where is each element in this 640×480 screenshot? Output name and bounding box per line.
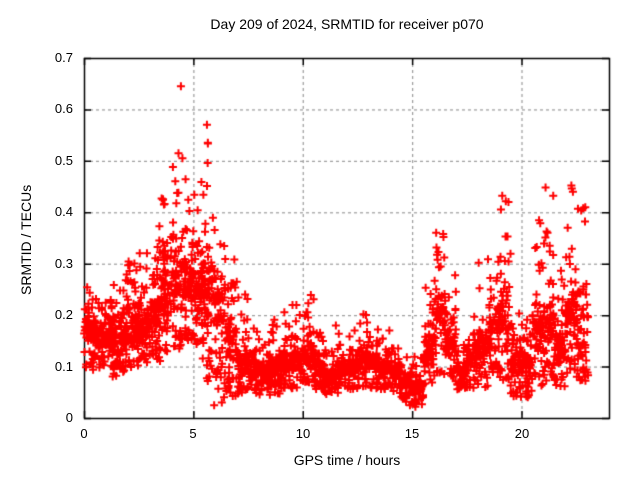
x-tick-label: 10: [295, 426, 311, 441]
x-tick-label: 5: [189, 426, 197, 441]
x-tick-label: 20: [514, 426, 530, 441]
y-tick-label: 0.3: [54, 256, 73, 271]
x-tick-label: 0: [80, 426, 88, 441]
x-tick-label: 15: [404, 426, 420, 441]
y-tick-label: 0.5: [54, 153, 73, 168]
y-tick-label: 0.1: [54, 359, 73, 374]
y-tick-label: 0.2: [54, 307, 73, 322]
y-tick-label: 0.7: [54, 50, 73, 65]
y-tick-label: 0.4: [54, 204, 73, 219]
y-tick-label: 0.6: [54, 101, 73, 116]
y-tick-label: 0: [65, 410, 73, 425]
